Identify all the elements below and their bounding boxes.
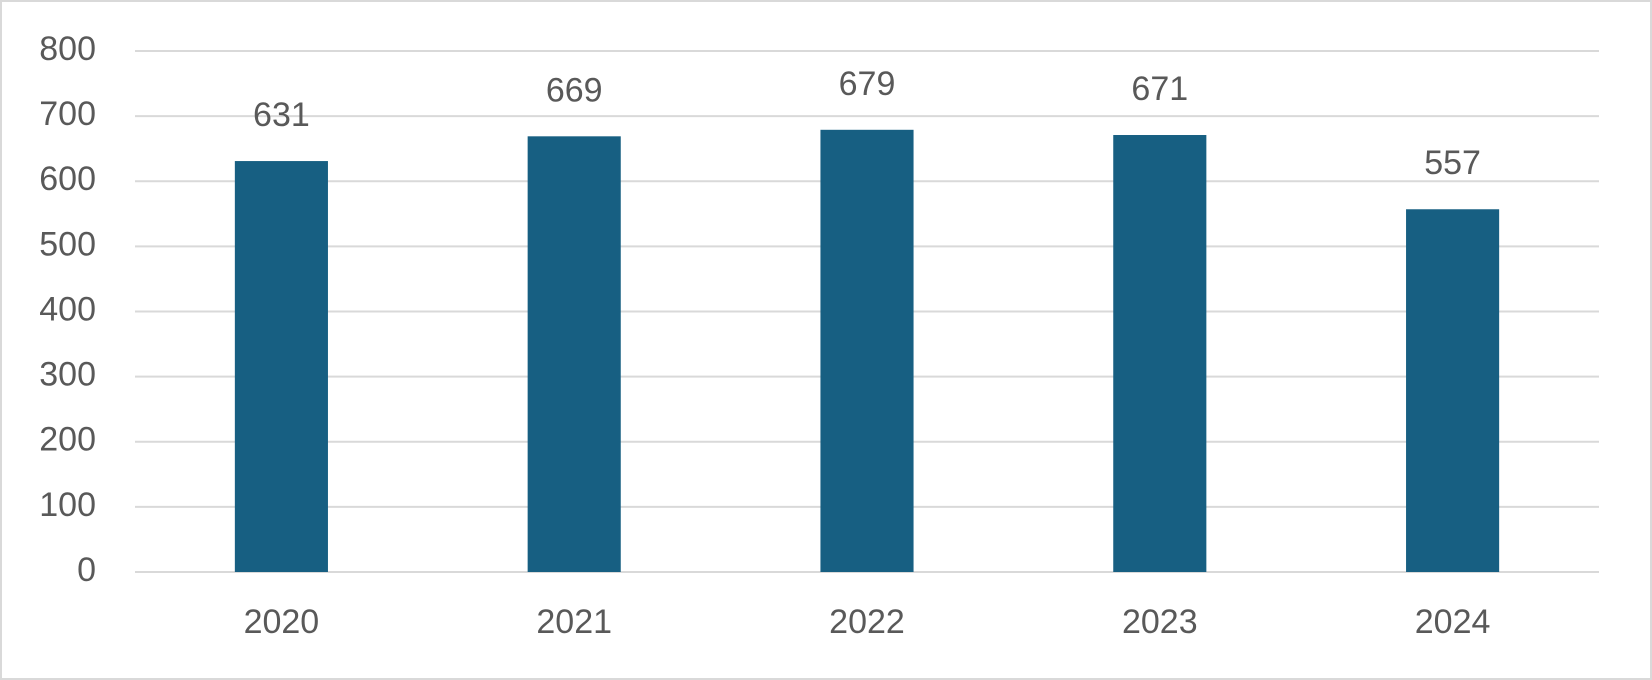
y-tick-label: 600 xyxy=(39,160,96,198)
bar xyxy=(1113,135,1207,573)
x-tick-label: 2023 xyxy=(1122,603,1198,641)
y-tick-label: 200 xyxy=(39,421,96,459)
y-tick-label: 700 xyxy=(39,95,96,133)
data-label: 679 xyxy=(839,65,896,103)
data-label: 669 xyxy=(546,71,603,109)
data-label: 557 xyxy=(1424,144,1481,182)
bar xyxy=(527,136,621,572)
x-tick-label: 2021 xyxy=(536,603,612,641)
bar xyxy=(234,161,328,572)
x-tick-label: 2022 xyxy=(829,603,905,641)
data-label: 631 xyxy=(253,96,310,134)
x-tick-label: 2024 xyxy=(1415,603,1491,641)
bar xyxy=(820,129,914,572)
y-tick-label: 100 xyxy=(39,486,96,524)
bar xyxy=(1406,209,1500,572)
x-tick-label: 2020 xyxy=(244,603,320,641)
y-tick-label: 0 xyxy=(77,551,96,589)
y-tick-label: 500 xyxy=(39,225,96,263)
data-label: 671 xyxy=(1131,70,1188,108)
y-tick-label: 400 xyxy=(39,290,96,328)
y-tick-label: 800 xyxy=(39,30,96,68)
y-tick-label: 300 xyxy=(39,356,96,394)
